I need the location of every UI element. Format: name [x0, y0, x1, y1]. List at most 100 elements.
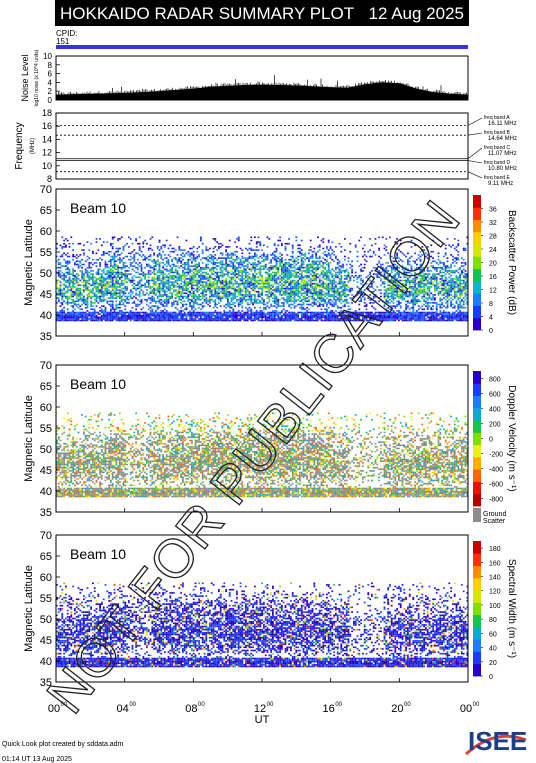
scatter-cell: [286, 273, 289, 275]
scatter-cell: [59, 274, 62, 277]
scatter-cell: [295, 281, 298, 283]
scatter-cell: [275, 306, 278, 309]
scatter-cell: [173, 313, 175, 315]
scatter-cell: [147, 263, 150, 266]
scatter-cell: [173, 314, 175, 317]
scatter-cell: [77, 273, 80, 275]
scatter-cell: [340, 250, 343, 253]
scatter-cell: [245, 311, 247, 314]
scatter-cell: [155, 282, 157, 285]
scatter-cell: [167, 273, 170, 275]
scatter-cell: [349, 297, 352, 299]
scatter-cell: [311, 274, 314, 277]
scatter-cell: [57, 313, 60, 315]
scatter-cell: [353, 311, 355, 314]
scatter-cell: [335, 276, 337, 279]
scatter-cell: [165, 281, 168, 283]
scatter-cell: [218, 247, 220, 250]
scatter-cell: [293, 290, 296, 293]
scatter-cell: [122, 319, 125, 322]
scatter-cell: [281, 244, 283, 247]
scatter-cell: [273, 300, 276, 303]
scatter-cell: [200, 282, 202, 285]
scatter-cell: [138, 236, 141, 239]
scatter-cell: [72, 295, 74, 298]
scatter-cell: [246, 282, 249, 285]
scatter-cell: [182, 316, 184, 319]
scatter-cell: [174, 300, 177, 303]
scatter-cell: [317, 318, 319, 320]
scatter-cell: [299, 290, 301, 293]
scatter-cell: [59, 281, 62, 283]
scatter-cell: [113, 314, 116, 317]
scatter-cell: [173, 271, 175, 274]
scatter-cell: [250, 316, 253, 319]
scatter-cell: [182, 295, 184, 298]
scatter-cell: [250, 247, 253, 250]
scatter-cell: [113, 255, 116, 258]
scatter-cell: [108, 271, 110, 274]
scatter-cell: [270, 287, 272, 290]
scatter-cell: [259, 255, 262, 258]
scatter-cell: [104, 289, 107, 291]
scatter-cell: [102, 297, 105, 299]
scatter-cell: [111, 271, 114, 274]
scatter-cell: [88, 257, 91, 259]
scatter-cell: [252, 273, 254, 275]
scatter-cell: [156, 279, 159, 282]
scatter-cell: [129, 252, 132, 255]
scatter-cell: [250, 318, 253, 320]
scatter-cell: [153, 289, 155, 291]
scatter-cell: [261, 297, 263, 299]
scatter-cell: [212, 262, 215, 264]
scatter-cell: [97, 249, 100, 251]
scatter-cell: [252, 284, 254, 287]
scatter-cell: [192, 318, 195, 320]
scatter-cell: [309, 263, 312, 266]
scatter-cell: [124, 279, 127, 282]
scatter-cell: [196, 289, 199, 291]
scatter-cell: [340, 287, 343, 290]
scatter-cell: [223, 274, 226, 277]
scatter-cell: [257, 302, 260, 304]
scatter-cell: [196, 286, 199, 288]
scatter-cell: [245, 271, 247, 274]
scatter-cell: [97, 273, 100, 275]
scatter-cell: [221, 266, 224, 269]
scatter-cell: [259, 265, 262, 267]
scatter-cell: [246, 265, 249, 267]
scatter-cell: [311, 254, 314, 256]
scatter-cell: [124, 295, 127, 298]
scatter-cell: [129, 262, 132, 264]
scatter-cell: [241, 302, 244, 304]
scatter-cell: [101, 305, 103, 307]
scatter-cell: [277, 311, 280, 314]
scatter-cell: [185, 284, 188, 287]
scatter-cell: [140, 319, 143, 322]
scatter-cell: [342, 282, 344, 285]
scatter-cell: [99, 238, 101, 240]
scatter-cell: [156, 271, 159, 274]
scatter-cell: [277, 270, 280, 272]
scatter-cell: [354, 313, 357, 315]
scatter-cell: [300, 292, 303, 295]
scatter-cell: [117, 266, 119, 269]
scatter-cell: [317, 286, 319, 288]
scatter-cell: [236, 262, 238, 264]
scatter-cell: [241, 295, 244, 298]
scatter-cell: [254, 281, 256, 283]
scatter-cell: [65, 260, 67, 263]
scatter-cell: [293, 305, 296, 307]
scatter-cell: [304, 266, 307, 269]
scatter-cell: [140, 273, 143, 275]
scatter-cell: [191, 254, 193, 256]
scatter-cell: [333, 254, 335, 256]
scatter-cell: [286, 295, 289, 298]
scatter-cell: [99, 281, 101, 283]
scatter-cell: [309, 246, 312, 248]
scatter-cell: [115, 297, 118, 299]
scatter-cell: [164, 311, 166, 314]
scatter-cell: [101, 278, 103, 280]
scatter-cell: [201, 290, 204, 293]
scatter-cell: [293, 300, 296, 303]
